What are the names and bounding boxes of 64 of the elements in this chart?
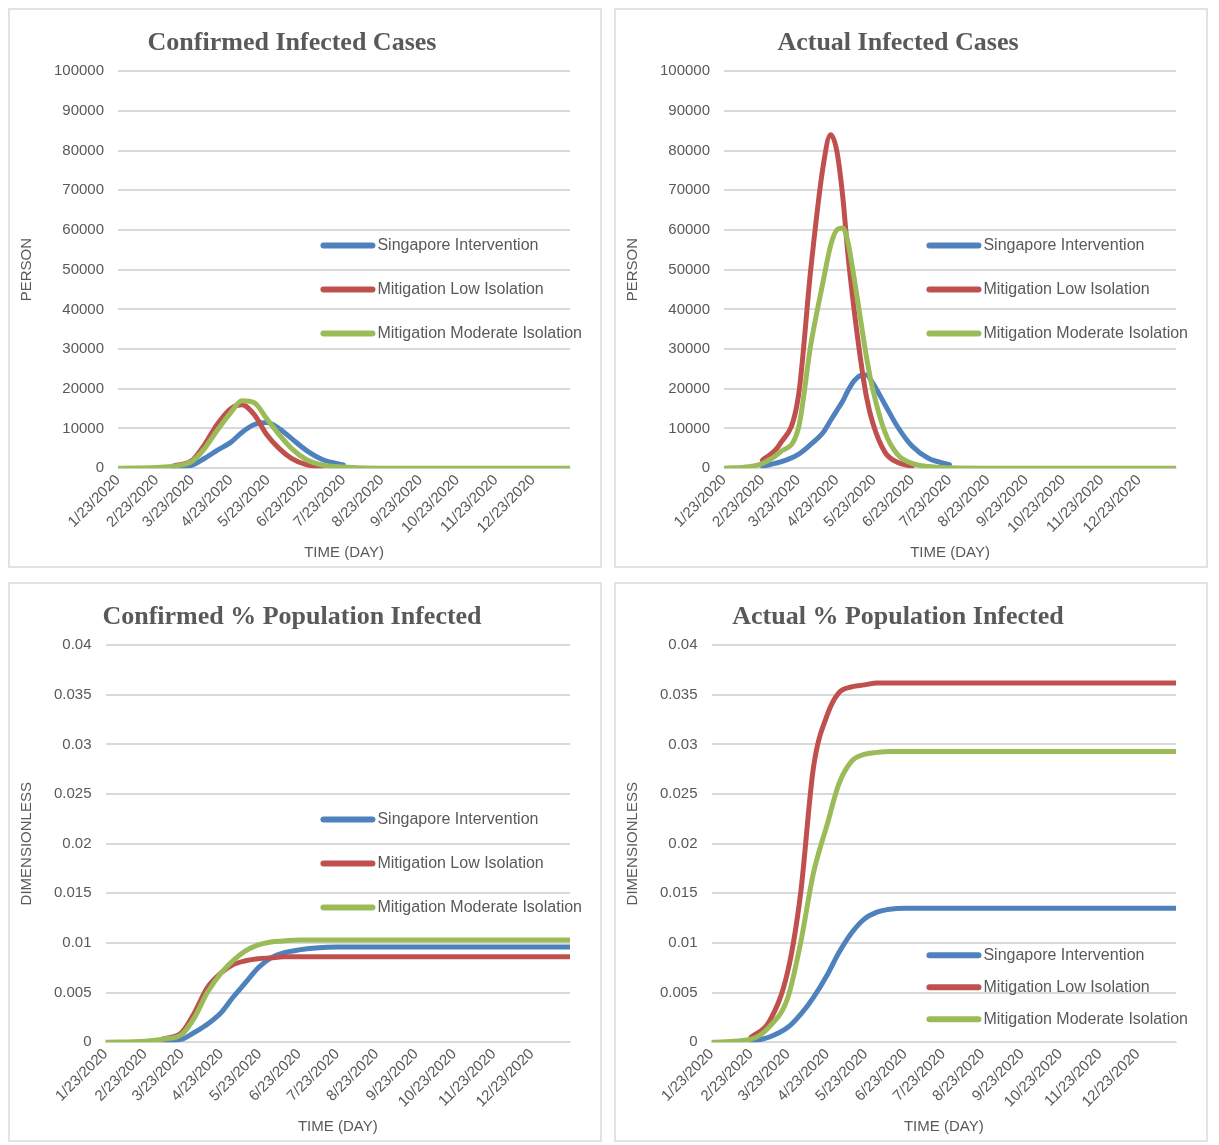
y-tick-label: 30000 <box>62 339 105 357</box>
y-tick-label: 0.04 <box>62 635 92 653</box>
y-tick-label: 0.03 <box>668 734 698 752</box>
y-tick-label: 10000 <box>62 418 105 436</box>
legend-label: Singapore Intervention <box>983 945 1145 963</box>
y-axis-title: PERSON <box>17 238 35 302</box>
y-tick-label: 50000 <box>62 259 105 277</box>
y-tick-label: 0.025 <box>53 784 92 802</box>
y-tick-label: 90000 <box>62 101 105 119</box>
legend-label: Mitigation Low Isolation <box>377 279 544 297</box>
y-tick-label: 40000 <box>62 299 105 317</box>
y-tick-label: 0.03 <box>62 734 92 752</box>
y-tick-label: 0.035 <box>53 684 92 702</box>
y-axis-title: PERSON <box>623 238 641 302</box>
chart-title: Actual Infected Cases <box>777 27 1019 57</box>
y-tick-label: 70000 <box>668 180 711 198</box>
y-tick-label: 40000 <box>668 299 711 317</box>
y-axis-title: DIMENSIONLESS <box>17 782 35 906</box>
legend-label: Singapore Intervention <box>377 235 539 253</box>
y-tick-label: 0.015 <box>659 883 698 901</box>
legend-label: Mitigation Low Isolation <box>377 853 544 871</box>
y-tick-label: 100000 <box>659 61 711 79</box>
y-tick-label: 0.02 <box>62 833 92 851</box>
legend-label: Mitigation Moderate Isolation <box>377 897 583 915</box>
y-tick-label: 20000 <box>668 378 711 396</box>
legend-label: Mitigation Moderate Isolation <box>983 1009 1189 1027</box>
x-axis-title: TIME (DAY) <box>910 543 990 561</box>
y-tick-label: 0.035 <box>659 684 698 702</box>
legend-label: Singapore Intervention <box>377 809 539 827</box>
y-tick-label: 10000 <box>668 418 711 436</box>
y-tick-label: 0 <box>95 458 105 476</box>
legend-label: Mitigation Moderate Isolation <box>983 323 1189 341</box>
y-tick-label: 90000 <box>668 101 711 119</box>
y-tick-label: 0 <box>701 458 711 476</box>
y-tick-label: 0.005 <box>53 982 92 1000</box>
chart-title: Confirmed % Population Infected <box>102 601 483 631</box>
legend-label: Mitigation Low Isolation <box>983 977 1150 995</box>
y-tick-label: 0.015 <box>53 883 92 901</box>
y-tick-label: 0.025 <box>659 784 698 802</box>
x-axis-title: TIME (DAY) <box>304 543 384 561</box>
legend-label: Mitigation Low Isolation <box>983 279 1150 297</box>
chart-title: Actual % Population Infected <box>732 601 1065 631</box>
y-tick-label: 20000 <box>62 378 105 396</box>
y-tick-label: 60000 <box>668 220 711 238</box>
y-tick-label: 70000 <box>62 180 105 198</box>
y-tick-label: 0.01 <box>668 933 698 951</box>
y-tick-label: 80000 <box>62 140 105 158</box>
y-tick-label: 0 <box>83 1032 92 1050</box>
y-tick-label: 80000 <box>668 140 711 158</box>
y-tick-label: 0.02 <box>668 833 698 851</box>
y-tick-label: 100000 <box>53 61 105 79</box>
y-tick-label: 30000 <box>668 339 711 357</box>
legend-label: Singapore Intervention <box>983 235 1145 253</box>
chart-title: Confirmed Infected Cases <box>147 27 437 57</box>
y-axis-title: DIMENSIONLESS <box>623 782 641 906</box>
y-tick-label: 50000 <box>668 259 711 277</box>
x-axis-title: TIME (DAY) <box>297 1117 378 1135</box>
legend-label: Mitigation Moderate Isolation <box>377 323 583 341</box>
y-tick-label: 0.01 <box>62 933 92 951</box>
y-tick-label: 0.005 <box>659 982 698 1000</box>
y-tick-label: 0.04 <box>668 635 698 653</box>
y-tick-label: 60000 <box>62 220 105 238</box>
x-axis-title: TIME (DAY) <box>903 1117 984 1135</box>
y-tick-label: 0 <box>689 1032 698 1050</box>
